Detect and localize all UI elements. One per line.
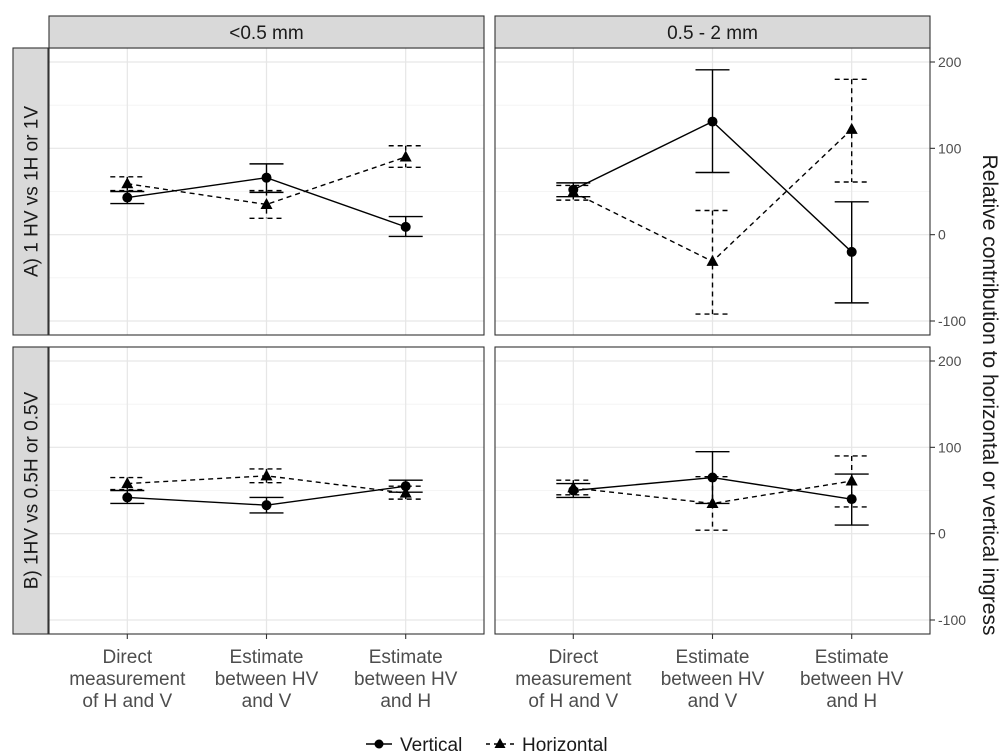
column-strip-label: 0.5 - 2 mm (667, 23, 758, 44)
row-strip (12, 47, 49, 336)
strips-layer: <0.5 mm 0.5 - 2 mm A) 1 HV vs 1H or 1V B) 1… (12, 15, 931, 635)
row-strip-label: B) 1HV vs 0.5H or 0.5V (22, 391, 43, 589)
x-tick-label: of H and V (82, 691, 172, 712)
data-point-vertical (707, 116, 718, 127)
data-point-horizontal (121, 177, 134, 189)
x-tick-label: and H (380, 691, 431, 712)
x-tick-label: of H and V (528, 691, 618, 712)
data-point-horizontal (706, 254, 719, 266)
y-axis-title: Relative contribution to horizontal or v… (978, 155, 1001, 636)
data-point-vertical (261, 500, 272, 511)
axes-layer: 2001000-1002001000-100Directmeasuremento… (69, 54, 966, 712)
y-tick-label: 0 (938, 526, 946, 542)
y-tick-label: 200 (938, 54, 962, 70)
legend-marker-horizontal (494, 738, 506, 748)
data-point-horizontal (845, 122, 858, 134)
x-tick-label: and V (688, 691, 738, 712)
y-tick-label: 100 (938, 140, 962, 156)
panels-layer (48, 47, 931, 635)
marks-layer (110, 69, 869, 531)
legend: Vertical Horizontal (366, 735, 608, 755)
x-tick-label: Direct (548, 647, 598, 668)
y-tick-label: 0 (938, 227, 946, 243)
legend-label-horizontal: Horizontal (522, 735, 608, 755)
y-tick-label: 100 (938, 439, 962, 455)
data-point-vertical (846, 246, 857, 257)
x-tick-label: between HV (354, 669, 458, 690)
column-strip (494, 15, 931, 49)
x-tick-label: Estimate (676, 647, 750, 668)
data-point-horizontal (260, 197, 273, 209)
row-strip (12, 346, 49, 635)
x-tick-label: measurement (69, 669, 186, 690)
x-tick-label: Direct (102, 647, 152, 668)
legend-label-vertical: Vertical (400, 735, 462, 755)
x-tick-label: Estimate (815, 647, 889, 668)
data-point-vertical (122, 492, 133, 503)
x-tick-label: measurement (515, 669, 632, 690)
y-tick-label: -100 (938, 313, 966, 329)
data-point-vertical (846, 494, 857, 505)
data-point-vertical (400, 221, 411, 232)
row-strip-label: A) 1 HV vs 1H or 1V (22, 106, 43, 277)
data-point-horizontal (845, 474, 858, 486)
data-point-horizontal (706, 496, 719, 508)
data-point-horizontal (121, 477, 134, 489)
x-tick-label: between HV (661, 669, 765, 690)
x-tick-label: between HV (215, 669, 319, 690)
x-tick-label: and V (242, 691, 292, 712)
data-point-horizontal (260, 469, 273, 481)
y-tick-label: -100 (938, 612, 966, 628)
legend-marker-vertical (374, 739, 384, 749)
series-line-horizontal (573, 480, 852, 505)
data-point-vertical (122, 192, 133, 203)
y-tick-label: 200 (938, 353, 962, 369)
data-point-horizontal (399, 486, 412, 498)
data-point-horizontal (399, 150, 412, 162)
data-point-horizontal (567, 185, 580, 197)
x-tick-label: Estimate (230, 647, 304, 668)
x-tick-label: and H (826, 691, 877, 712)
column-strip-label: <0.5 mm (229, 23, 303, 44)
x-tick-label: Estimate (369, 647, 443, 668)
data-point-horizontal (567, 481, 580, 493)
data-point-vertical (261, 172, 272, 183)
x-tick-label: between HV (800, 669, 904, 690)
series-line-horizontal (127, 156, 406, 206)
column-strip (48, 15, 485, 49)
